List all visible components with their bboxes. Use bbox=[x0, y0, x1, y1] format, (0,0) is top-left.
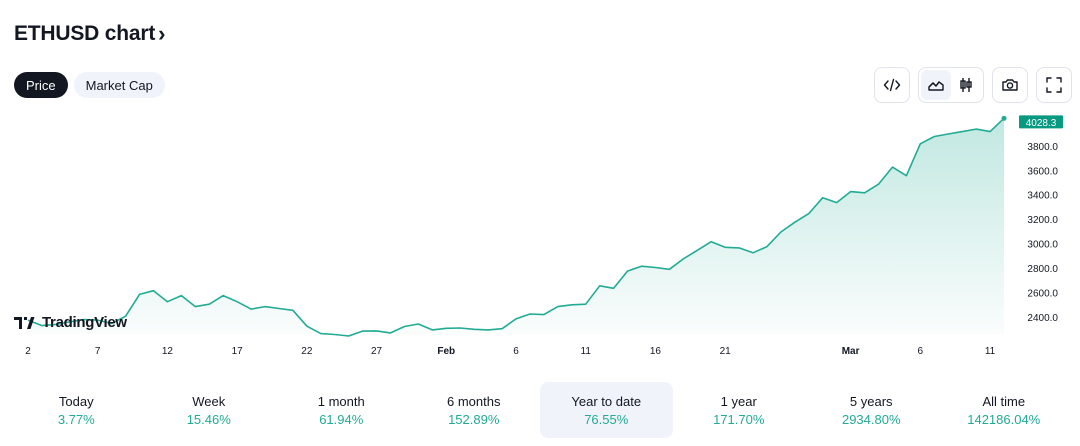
y-tick-label: 3800.0 bbox=[1027, 142, 1058, 153]
x-tick-label: 11 bbox=[581, 346, 592, 357]
candlestick-icon bbox=[960, 78, 972, 92]
performance-item-today[interactable]: Today 3.77% bbox=[10, 382, 143, 438]
y-tick-label: 3000.0 bbox=[1027, 240, 1058, 251]
y-tick-label: 2800.0 bbox=[1027, 264, 1058, 275]
last-price-point bbox=[1001, 115, 1007, 121]
x-tick-label: 12 bbox=[162, 346, 174, 357]
x-tick-label: Feb bbox=[437, 346, 455, 357]
price-area-fill bbox=[28, 118, 1004, 336]
area-chart-icon bbox=[928, 81, 944, 91]
performance-item-week[interactable]: Week 15.46% bbox=[143, 382, 276, 438]
x-tick-label: 22 bbox=[301, 346, 313, 357]
performance-label: 6 months bbox=[447, 393, 501, 409]
performance-item-year-to-date[interactable]: Year to date 76.55% bbox=[540, 382, 673, 438]
x-tick-label: 7 bbox=[95, 346, 101, 357]
y-tick-label: 3200.0 bbox=[1027, 215, 1058, 226]
performance-item-6-months[interactable]: 6 months 152.89% bbox=[408, 382, 541, 438]
tradingview-logo-icon bbox=[14, 316, 35, 329]
chart-toolbar bbox=[874, 67, 1072, 103]
x-tick-label: 6 bbox=[513, 346, 519, 357]
performance-value: 76.55% bbox=[584, 411, 629, 427]
performance-value: 2934.80% bbox=[841, 411, 901, 427]
tab-market-cap[interactable]: Market Cap bbox=[73, 72, 165, 98]
performance-label: 5 years bbox=[849, 393, 893, 409]
chart-title-link[interactable]: ETHUSD chart › bbox=[14, 22, 165, 46]
performance-label: All time bbox=[982, 393, 1026, 409]
y-tick-label: 2400.0 bbox=[1027, 313, 1058, 324]
x-tick-label: 17 bbox=[232, 346, 244, 357]
fullscreen-button[interactable] bbox=[1036, 67, 1072, 103]
performance-label: 1 year bbox=[720, 393, 757, 409]
watermark-text: TradingView bbox=[42, 314, 127, 331]
performance-item-1-month[interactable]: 1 month 61.94% bbox=[275, 382, 408, 438]
performance-item-all-time[interactable]: All time 142186.04% bbox=[938, 382, 1071, 438]
last-price-tag bbox=[1019, 115, 1063, 129]
candle-style-button[interactable] bbox=[951, 70, 981, 100]
chevron-right-icon: › bbox=[158, 21, 166, 46]
y-tick-label: 3400.0 bbox=[1027, 191, 1058, 202]
last-price-label: 4028.3 bbox=[1026, 118, 1057, 129]
x-tick-label: 6 bbox=[918, 346, 924, 357]
performance-label: Today bbox=[58, 393, 94, 409]
tradingview-watermark: TradingView bbox=[14, 314, 127, 331]
embed-button[interactable] bbox=[874, 67, 910, 103]
area-style-button[interactable] bbox=[921, 70, 951, 100]
performance-item-1-year[interactable]: 1 year 171.70% bbox=[673, 382, 806, 438]
x-tick-label: 2 bbox=[25, 346, 31, 357]
chart-type-tabs: Price Market Cap bbox=[14, 72, 165, 98]
x-tick-label: 27 bbox=[371, 346, 383, 357]
x-tick-label: 11 bbox=[985, 346, 996, 357]
tab-price[interactable]: Price bbox=[14, 72, 68, 98]
code-icon bbox=[883, 78, 901, 92]
performance-label: Year to date bbox=[571, 393, 642, 409]
x-tick-label: 16 bbox=[650, 346, 662, 357]
x-tick-label: Mar bbox=[842, 346, 860, 357]
performance-value: 3.77% bbox=[57, 411, 95, 427]
camera-icon bbox=[1002, 79, 1018, 91]
performance-value: 152.89% bbox=[448, 411, 500, 427]
page-title: ETHUSD chart bbox=[14, 22, 156, 45]
performance-label: 1 month bbox=[317, 393, 365, 409]
y-tick-label: 3600.0 bbox=[1027, 166, 1058, 177]
x-tick-label: 21 bbox=[720, 346, 732, 357]
price-line bbox=[27, 117, 1005, 337]
chart-style-toggle bbox=[918, 67, 984, 103]
y-tick-label: 2600.0 bbox=[1027, 289, 1058, 300]
fullscreen-icon bbox=[1046, 77, 1062, 93]
snapshot-button[interactable] bbox=[992, 67, 1028, 103]
performance-value: 142186.04% bbox=[967, 411, 1041, 427]
performance-value: 15.46% bbox=[186, 411, 231, 427]
performance-item-5-years[interactable]: 5 years 2934.80% bbox=[805, 382, 938, 438]
performance-strip: Today 3.77% Week 15.46% 1 month 61.94% 6 month… bbox=[10, 382, 1070, 438]
performance-value: 171.70% bbox=[713, 411, 765, 427]
performance-label: Week bbox=[192, 393, 226, 409]
price-chart[interactable]: 3800.0 3600.0 3400.0 3200.0 3000.0 2800.0 2600… bbox=[0, 112, 1080, 362]
performance-value: 61.94% bbox=[319, 411, 364, 427]
